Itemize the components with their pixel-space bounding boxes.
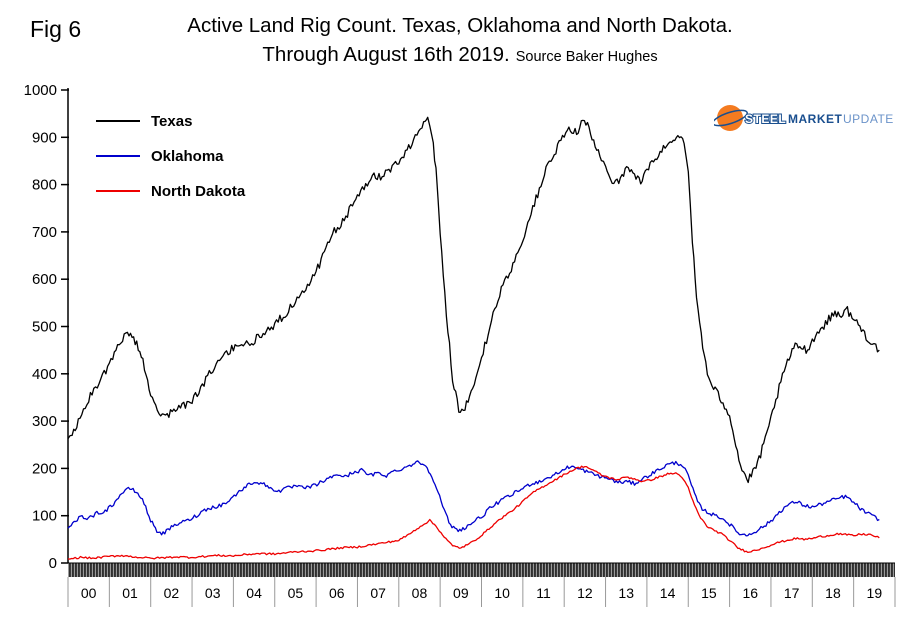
x-tick-label: 05 <box>288 585 304 601</box>
x-tick-label: 10 <box>494 585 510 601</box>
x-tick-label: 17 <box>784 585 800 601</box>
legend-item-oklahoma: Oklahoma <box>96 145 245 167</box>
x-tick-label: 03 <box>205 585 221 601</box>
legend-label-texas: Texas <box>151 112 193 130</box>
logo-text-steel: STEEL <box>745 112 786 126</box>
x-tick-label: 12 <box>577 585 593 601</box>
logo-text-market: MARKET <box>788 112 842 126</box>
x-tick-label: 04 <box>246 585 262 601</box>
chart-title-line2: Through August 16th 2019. Source Baker Hu… <box>80 43 840 67</box>
chart-source: Source Baker Hughes <box>515 49 658 65</box>
x-tick-label: 11 <box>536 585 551 601</box>
y-tick-label: 700 <box>32 224 57 241</box>
x-tick-label: 18 <box>825 585 841 601</box>
y-tick-label: 0 <box>49 555 57 572</box>
legend-line-oklahoma <box>96 155 140 157</box>
legend: Texas Oklahoma North Dakota <box>96 110 245 202</box>
x-tick-label: 06 <box>329 585 345 601</box>
y-tick-label: 800 <box>32 177 57 194</box>
chart-title: Active Land Rig Count. Texas, Oklahoma a… <box>80 14 840 67</box>
logo-orbit-icon <box>714 109 748 127</box>
legend-label-north-dakota: North Dakota <box>151 182 246 200</box>
series-line-oklahoma <box>67 460 880 537</box>
x-tick-label: 13 <box>618 585 634 601</box>
y-tick-label: 900 <box>32 129 57 146</box>
x-tick-label: 09 <box>453 585 469 601</box>
x-axis-tick-band <box>68 563 895 577</box>
logo-globe-icon <box>717 105 743 131</box>
y-tick-label: 200 <box>32 460 57 477</box>
legend-line-north-dakota <box>96 190 140 192</box>
legend-label-oklahoma: Oklahoma <box>151 147 224 165</box>
legend-item-texas: Texas <box>96 110 245 132</box>
x-tick-label: 16 <box>742 585 758 601</box>
y-tick-label: 300 <box>32 413 57 430</box>
chart-title-line1: Active Land Rig Count. Texas, Oklahoma a… <box>187 14 733 37</box>
x-tick-label: 19 <box>867 585 883 601</box>
y-tick-label: 500 <box>32 319 57 336</box>
chart-title-date: Through August 16th 2019. <box>262 43 510 66</box>
y-tick-label: 400 <box>32 366 57 383</box>
x-tick-label: 07 <box>370 585 386 601</box>
legend-item-north-dakota: North Dakota <box>96 180 245 202</box>
series-line-north-dakota <box>67 465 880 560</box>
x-tick-label: 00 <box>81 585 97 601</box>
steel-market-update-logo: STEEL MARKET UPDATE <box>714 105 894 131</box>
series-line-texas <box>67 116 880 484</box>
figure-number: Fig 6 <box>30 16 82 42</box>
x-tick-label: 14 <box>660 585 676 601</box>
x-tick-label: 01 <box>122 585 138 601</box>
logo-text-update: UPDATE <box>843 112 894 126</box>
legend-line-texas <box>96 120 140 122</box>
x-tick-label: 15 <box>701 585 717 601</box>
x-tick-label: 08 <box>412 585 428 601</box>
x-tick-label: 02 <box>164 585 180 601</box>
y-tick-label: 600 <box>32 271 57 288</box>
y-tick-label: 1000 <box>24 82 57 99</box>
y-tick-label: 100 <box>32 508 57 525</box>
